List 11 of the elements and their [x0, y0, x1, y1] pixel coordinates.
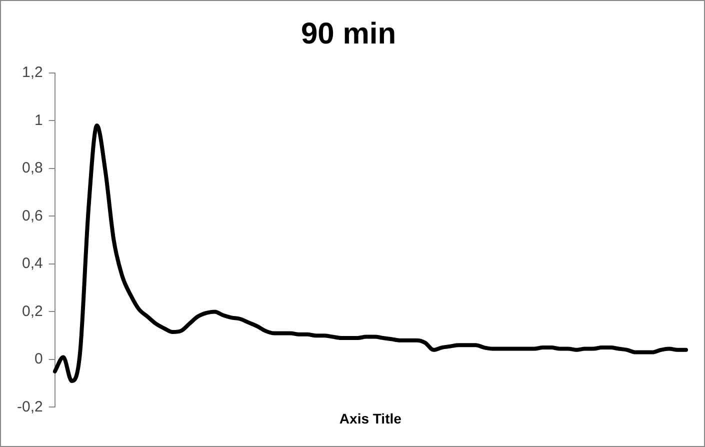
y-tick-label: 0,6 — [22, 207, 43, 224]
line-series — [52, 124, 688, 383]
y-tick-label: 1,2 — [22, 64, 43, 82]
chart-title: 90 min — [300, 17, 396, 50]
y-tick-label: 0 — [34, 350, 43, 368]
y-tick-label: -0,2 — [16, 398, 43, 416]
x-axis-title: Axis Title — [339, 410, 402, 426]
y-tick-label: 0,2 — [22, 302, 43, 320]
y-tick-label: 0,4 — [22, 255, 43, 272]
y-tick-label: 0,8 — [22, 160, 43, 177]
y-tick-label: 1 — [34, 112, 43, 129]
